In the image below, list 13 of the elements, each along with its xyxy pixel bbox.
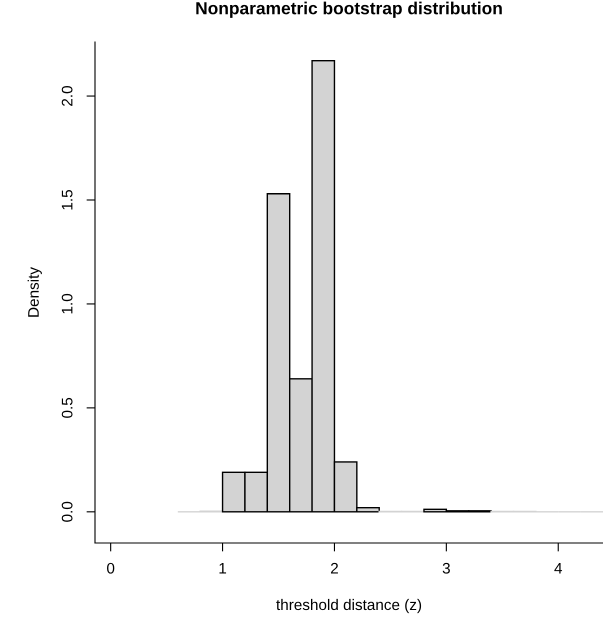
x-tick-label: 4 (554, 563, 562, 574)
y-tick-label: 0.5 (62, 398, 73, 418)
y-tick-label: 1.5 (62, 190, 73, 210)
y-tick-label: 2.0 (62, 86, 73, 106)
y-tick-label: 0.0 (62, 502, 73, 522)
x-tick-label: 3 (442, 562, 450, 574)
x-tick-label: 1 (219, 563, 226, 574)
x-tick-label: 2 (330, 562, 338, 574)
y-axis-title: Density (28, 267, 42, 317)
y-tick-label: 1.0 (62, 294, 73, 314)
x-tick-label: 0 (107, 562, 114, 574)
x-axis-title: threshold distance (z) (276, 598, 422, 614)
chart-title: Nonparametric bootstrap distribution (196, 2, 502, 18)
